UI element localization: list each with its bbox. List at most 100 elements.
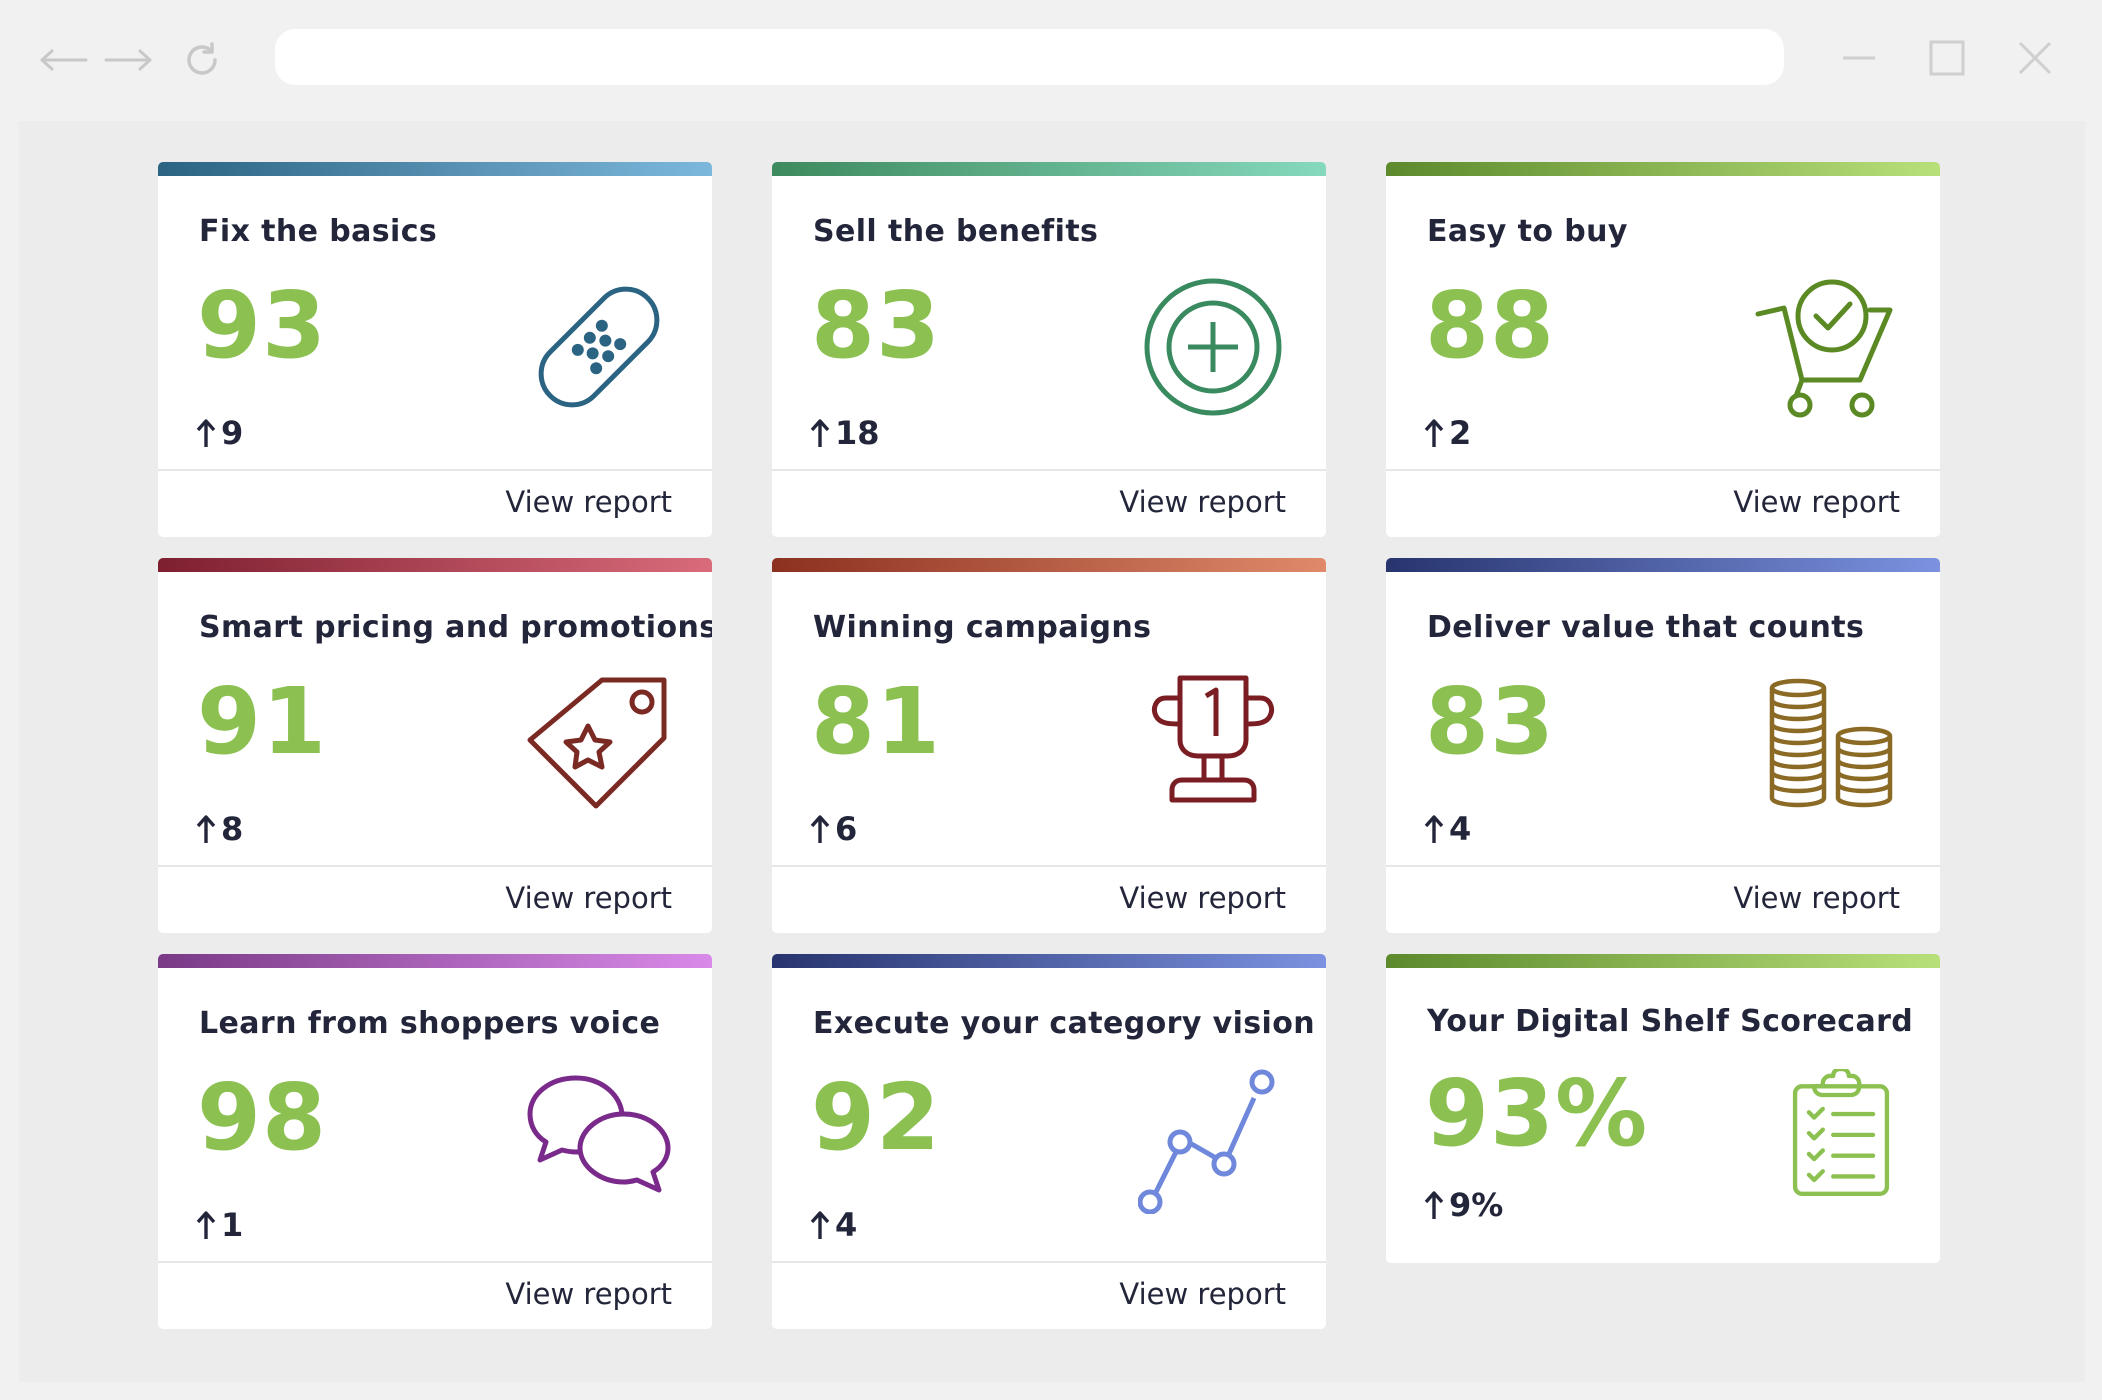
card-delta-value: 9: [221, 414, 244, 452]
card-title: Fix the basics: [199, 214, 438, 249]
card-smart-pricing: Smart pricing and promotions 91 8 View r…: [158, 558, 712, 933]
card-score: 93%: [1425, 1060, 1649, 1167]
coin-stacks-icon: [1769, 678, 1893, 808]
view-report-link[interactable]: View report: [1733, 485, 1900, 519]
card-title: Learn from shoppers voice: [199, 1006, 661, 1041]
arrow-up-icon: [1424, 815, 1444, 843]
card-score: 91: [197, 668, 328, 775]
card-easy-to-buy: Easy to buy 88 2 View report: [1386, 162, 1940, 537]
card-accent-strip: [772, 162, 1326, 176]
clipboard-checklist-icon: [1792, 1069, 1890, 1196]
price-tag-star-icon: [527, 677, 667, 809]
minimize-icon: [1843, 56, 1875, 60]
reload-button[interactable]: [180, 40, 224, 80]
card-divider: [158, 865, 712, 867]
card-title: Smart pricing and promotions: [199, 610, 712, 645]
card-deliver-value: Deliver value that counts 83 4 View repo…: [1386, 558, 1940, 933]
card-execute-category-vision: Execute your category vision 92 4 View r…: [772, 954, 1326, 1329]
card-delta: 9: [195, 414, 243, 452]
card-title: Sell the benefits: [813, 214, 1099, 249]
card-learn-from-shoppers: Learn from shoppers voice 98 1 View repo…: [158, 954, 712, 1329]
card-accent-strip: [772, 558, 1326, 572]
card-delta: 4: [809, 1206, 857, 1244]
card-score: 88: [1425, 272, 1556, 379]
card-title: Deliver value that counts: [1427, 610, 1865, 645]
card-digital-shelf-scorecard: Your Digital Shelf Scorecard 93% 9%: [1386, 954, 1940, 1263]
plus-circle-icon: [1144, 278, 1282, 416]
forward-arrow-icon: [104, 49, 152, 71]
card-sell-the-benefits: Sell the benefits 83 18 View report: [772, 162, 1326, 537]
maximize-button[interactable]: [1924, 38, 1970, 78]
card-winning-campaigns: Winning campaigns 81 6 View report: [772, 558, 1326, 933]
close-button[interactable]: [2012, 38, 2058, 78]
card-delta-value: 2: [1449, 414, 1472, 452]
back-arrow-icon: [40, 49, 88, 71]
card-divider: [772, 865, 1326, 867]
card-score: 98: [197, 1064, 328, 1171]
arrow-up-icon: [810, 815, 830, 843]
reload-icon: [187, 42, 217, 75]
arrow-up-icon: [196, 419, 216, 447]
chat-bubbles-icon: [527, 1075, 671, 1193]
card-delta: 8: [195, 810, 243, 848]
card-title: Your Digital Shelf Scorecard: [1427, 1004, 1914, 1039]
arrow-up-icon: [810, 419, 830, 447]
line-chart-icon: [1138, 1069, 1275, 1214]
back-button[interactable]: [38, 40, 88, 80]
card-divider: [772, 1261, 1326, 1263]
card-delta: 1: [195, 1206, 243, 1244]
card-delta-value: 1: [221, 1206, 244, 1244]
cart-check-icon: [1755, 279, 1893, 418]
view-report-link[interactable]: View report: [1119, 1277, 1286, 1311]
card-divider: [158, 1261, 712, 1263]
address-bar[interactable]: [275, 29, 1784, 85]
trophy-icon: [1151, 675, 1275, 803]
minimize-button[interactable]: [1836, 38, 1882, 78]
card-accent-strip: [158, 558, 712, 572]
view-report-link[interactable]: View report: [1119, 485, 1286, 519]
forward-button[interactable]: [104, 40, 154, 80]
card-delta: 6: [809, 810, 857, 848]
view-report-link[interactable]: View report: [1733, 881, 1900, 915]
card-delta-value: 4: [1449, 810, 1472, 848]
card-score: 81: [811, 668, 942, 775]
card-accent-strip: [772, 954, 1326, 968]
view-report-link[interactable]: View report: [505, 485, 672, 519]
card-delta-value: 6: [835, 810, 858, 848]
card-delta: 2: [1423, 414, 1471, 452]
view-report-link[interactable]: View report: [505, 881, 672, 915]
card-accent-strip: [158, 162, 712, 176]
card-delta-value: 4: [835, 1206, 858, 1244]
card-delta-value: 18: [835, 414, 880, 452]
arrow-up-icon: [810, 1211, 830, 1239]
card-delta-value: 9%: [1449, 1186, 1504, 1224]
card-delta: 4: [1423, 810, 1471, 848]
card-score: 93: [197, 272, 328, 379]
maximize-icon: [1929, 40, 1965, 76]
card-fix-the-basics: Fix the basics 93 9 View report: [158, 162, 712, 537]
card-delta: 18: [809, 414, 880, 452]
close-icon: [2018, 41, 2052, 75]
card-score: 83: [1425, 668, 1556, 775]
arrow-up-icon: [196, 1211, 216, 1239]
card-accent-strip: [1386, 558, 1940, 572]
card-accent-strip: [1386, 954, 1940, 968]
card-divider: [1386, 865, 1940, 867]
browser-chrome: [0, 0, 2102, 121]
card-accent-strip: [158, 954, 712, 968]
arrow-up-icon: [1424, 419, 1444, 447]
view-report-link[interactable]: View report: [1119, 881, 1286, 915]
card-title: Winning campaigns: [813, 610, 1152, 645]
card-delta: 9%: [1423, 1186, 1503, 1224]
card-divider: [1386, 469, 1940, 471]
card-delta-value: 8: [221, 810, 244, 848]
card-divider: [158, 469, 712, 471]
card-title: Execute your category vision: [813, 1006, 1315, 1041]
view-report-link[interactable]: View report: [505, 1277, 672, 1311]
card-divider: [772, 469, 1326, 471]
card-score: 92: [811, 1064, 942, 1171]
card-score: 83: [811, 272, 942, 379]
arrow-up-icon: [196, 815, 216, 843]
card-title: Easy to buy: [1427, 214, 1628, 249]
card-accent-strip: [1386, 162, 1940, 176]
